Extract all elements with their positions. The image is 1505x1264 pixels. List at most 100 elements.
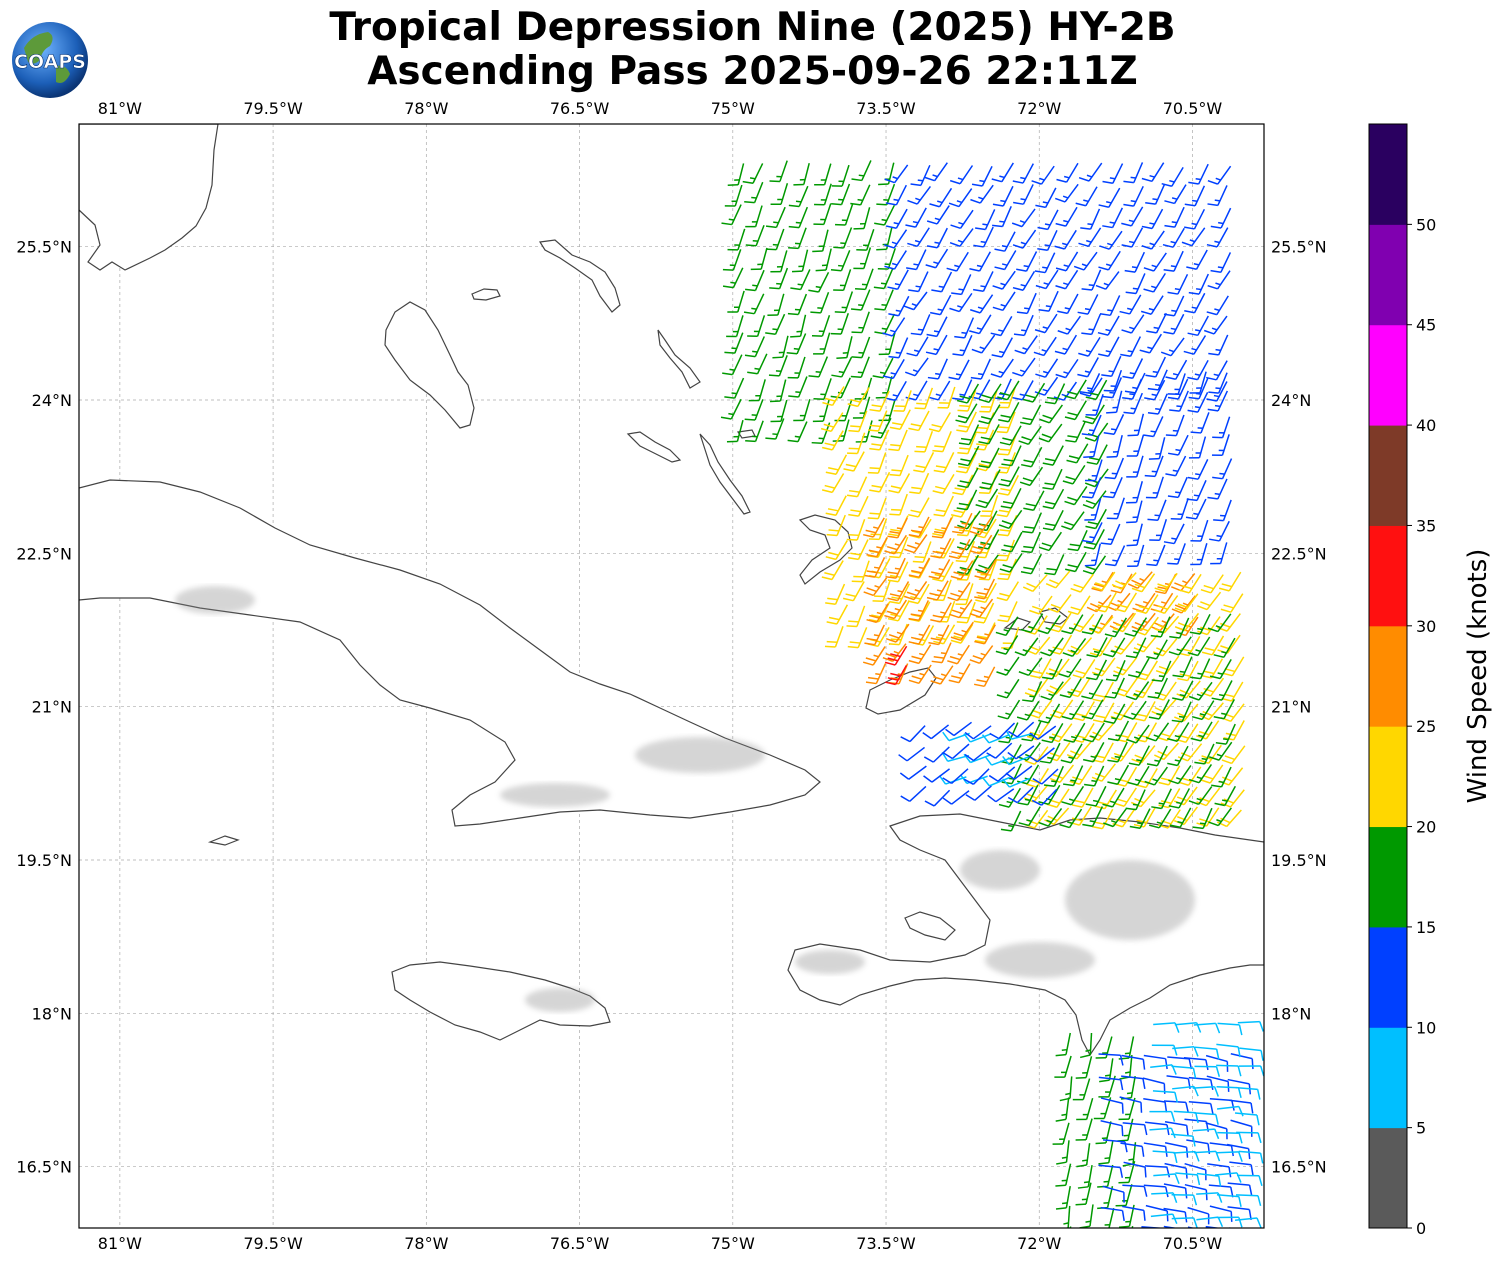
barb-feather [1001, 463, 1012, 467]
wind-barb [1135, 616, 1159, 636]
wind-barb [1187, 459, 1209, 480]
barb-feather [1101, 1251, 1111, 1253]
barb-feather [997, 577, 1009, 581]
barb-staff [1051, 722, 1064, 743]
barb-half-feather [1128, 1158, 1134, 1161]
barb-feather [887, 617, 899, 622]
barb-feather [1127, 781, 1138, 786]
barb-staff [967, 432, 977, 454]
barb-staff [979, 534, 993, 555]
wind-barb [1105, 545, 1126, 567]
barb-staff [1223, 699, 1235, 720]
barb-staff [800, 269, 811, 290]
barb-feather [1065, 476, 1076, 481]
wind-barb [974, 624, 996, 645]
barb-feather [928, 575, 940, 580]
wind-barb [1035, 358, 1059, 378]
barb-feather [1138, 605, 1150, 610]
barb-half-feather [1026, 668, 1032, 673]
barb-half-feather [1216, 819, 1222, 823]
barb-staff [1226, 613, 1241, 632]
wind-barb [1193, 1150, 1221, 1162]
barb-staff [1217, 390, 1229, 412]
barb-feather [1085, 541, 1097, 546]
wind-barb [870, 417, 892, 439]
wind-barb [1126, 434, 1145, 457]
wind-barb [1229, 1099, 1254, 1114]
barb-staff [1219, 542, 1228, 564]
wind-barb [884, 645, 908, 666]
wind-barb [1167, 543, 1186, 565]
colorbar-tick-label: 0 [1416, 1219, 1426, 1238]
barb-staff [960, 624, 974, 644]
barb-staff [1102, 702, 1115, 723]
barb-feather [956, 578, 968, 581]
wind-barb [1167, 745, 1189, 767]
wind-barb [869, 390, 890, 412]
barb-staff [1048, 423, 1063, 443]
wind-barb [956, 601, 976, 624]
wind-barb [1055, 1163, 1072, 1187]
barb-feather [1169, 635, 1180, 639]
barb-feather [887, 579, 899, 583]
barb-feather [890, 485, 902, 490]
wind-barb [956, 411, 977, 433]
barb-feather [957, 451, 968, 455]
barb-staff [1185, 723, 1199, 743]
barb-staff [1158, 519, 1168, 541]
barb-staff [934, 162, 948, 182]
wind-barb [882, 317, 906, 337]
barb-half-feather [1194, 405, 1201, 409]
barb-staff [1022, 184, 1034, 205]
barb-half-feather [1066, 670, 1072, 674]
barb-half-feather [1000, 199, 1006, 203]
barb-feather [1193, 1046, 1199, 1057]
barb-staff [731, 204, 742, 225]
wind-barb [1020, 553, 1043, 575]
barb-feather [720, 416, 732, 420]
barb-staff [938, 187, 953, 208]
barb-staff [1010, 487, 1022, 509]
barb-staff [1217, 334, 1229, 356]
barb-staff [856, 476, 868, 497]
barb-half-feather [1067, 821, 1073, 825]
barb-feather [935, 485, 946, 490]
wind-barb [950, 209, 974, 230]
barb-staff [1140, 789, 1156, 808]
barb-staff [1198, 764, 1213, 784]
barb-staff [1229, 789, 1245, 808]
barb-half-feather [1115, 734, 1121, 737]
barb-half-feather [1215, 625, 1222, 629]
barb-feather [1099, 245, 1110, 250]
barb-staff [1091, 477, 1102, 499]
barb-feather [948, 679, 960, 684]
barb-staff [1120, 636, 1136, 655]
barb-feather [923, 775, 933, 783]
barb-feather [1122, 375, 1133, 379]
barb-staff [1207, 744, 1222, 764]
barb-staff [1178, 390, 1189, 412]
wind-barb [1145, 356, 1166, 378]
barb-staff [753, 181, 764, 203]
barb-feather [865, 529, 877, 534]
wind-barb [972, 271, 994, 292]
barb-feather [869, 489, 880, 493]
barb-feather [1210, 225, 1222, 229]
wind-barb [1055, 206, 1078, 227]
barb-half-feather [1087, 389, 1093, 393]
wind-barb [814, 183, 832, 206]
barb-staff [1085, 186, 1098, 207]
wind-barb [1002, 777, 1030, 788]
barb-feather [994, 266, 1005, 271]
barb-staff [1205, 1054, 1228, 1063]
barb-feather [1171, 608, 1182, 614]
barb-feather [907, 242, 918, 248]
barb-feather [932, 532, 943, 537]
wind-barb [1190, 412, 1210, 434]
wind-barb [836, 336, 853, 359]
barb-staff [856, 605, 866, 627]
barb-staff [1239, 1047, 1262, 1052]
barb-feather [969, 530, 981, 536]
barb-feather [885, 652, 896, 658]
barb-staff [1051, 658, 1063, 680]
